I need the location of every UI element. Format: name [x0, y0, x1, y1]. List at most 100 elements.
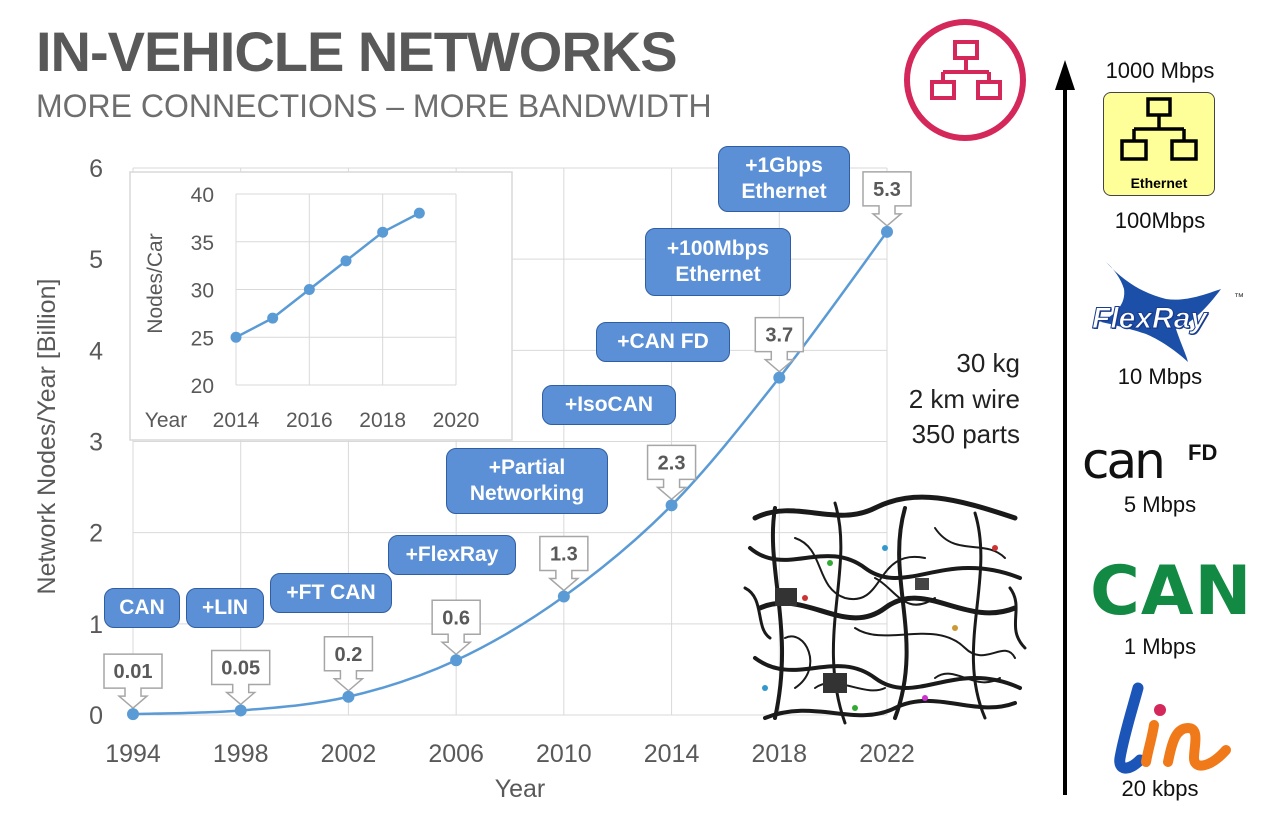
rate-10mbps: 10 Mbps	[1117, 364, 1203, 389]
annotation-can-fd-text: +CAN FD	[617, 329, 709, 353]
data-label: 5.3	[873, 179, 901, 201]
inset-data-point	[267, 312, 279, 324]
data-point	[450, 654, 463, 667]
value-callout	[431, 599, 481, 656]
x-tick-label: 1998	[213, 740, 269, 768]
ethernet-logo: Ethernet	[1103, 92, 1215, 196]
data-label: 0.01	[114, 661, 153, 683]
annotation-1gbps-line1: +1Gbps	[745, 153, 823, 177]
annotation-isocan: +IsoCAN	[542, 385, 676, 425]
flexray-manta-icon	[1101, 262, 1221, 362]
value-callout	[539, 535, 589, 592]
annotation-partial-line1: +Partial	[488, 455, 566, 479]
inset-data-point	[303, 284, 315, 295]
annotation-flexray: +FlexRay	[388, 535, 516, 575]
value-callout	[754, 316, 805, 373]
annotation-isocan-text: +IsoCAN	[564, 392, 654, 416]
annotation-100mbps-ethernet: +100Mbps Ethernet	[645, 228, 791, 296]
inset-data-point	[413, 207, 425, 219]
inset-data-point	[340, 255, 352, 267]
network-icon	[904, 19, 1026, 141]
y-tick-label: 0	[89, 702, 103, 730]
annotation-lin: +LIN	[186, 588, 264, 628]
annotation-can-fd: +CAN FD	[596, 322, 730, 362]
wiring-harness-image	[743, 494, 1027, 725]
inset-y-tick-label: 35	[191, 232, 214, 255]
data-point	[665, 499, 678, 512]
x-tick-label: 2002	[321, 740, 377, 768]
stat-parts: 350 parts	[911, 419, 1020, 450]
data-label: 0.2	[335, 644, 363, 666]
inset-x-tick-label: 2014	[213, 409, 260, 432]
value-callout	[210, 649, 271, 706]
annotation-lin-text: +LIN	[201, 595, 249, 619]
x-axis-title: Year	[495, 775, 546, 803]
annotation-partial-networking: +Partial Networking	[446, 448, 608, 514]
y-tick-label: 6	[89, 155, 103, 183]
inset-x-axis-title: Year	[145, 409, 187, 432]
annotation-100mbps-line1: +100Mbps	[666, 236, 770, 260]
y-tick-label: 3	[89, 429, 103, 457]
data-label: 1.3	[550, 543, 578, 565]
data-label: 0.6	[442, 607, 470, 629]
inset-data-point	[377, 226, 389, 238]
inset-y-tick-label: 20	[191, 375, 214, 398]
annotation-1gbps-ethernet: +1Gbps Ethernet	[718, 146, 850, 212]
rate-20kbps: 20 kbps	[1121, 776, 1199, 801]
data-label: 2.3	[658, 452, 686, 474]
data-label: 0.05	[221, 657, 260, 679]
y-tick-label: 1	[89, 611, 103, 639]
page-subtitle: MORE CONNECTIONS – MORE BANDWIDTH	[36, 88, 712, 124]
x-tick-label: 2014	[644, 740, 700, 768]
inset-x-tick-label: 2020	[433, 409, 480, 432]
canfd-logo-sup: FD	[1188, 440, 1218, 465]
can-logo: CAN	[1090, 552, 1253, 631]
y-tick-label: 4	[89, 337, 103, 365]
annotation-can-text: CAN	[119, 595, 165, 619]
value-callout	[323, 636, 374, 692]
x-tick-label: 2010	[536, 740, 592, 768]
rate-5mbps: 5 Mbps	[1123, 492, 1197, 517]
annotation-100mbps-line2: Ethernet	[675, 263, 761, 286]
ethernet-network-icon	[1120, 97, 1198, 161]
inset-chart-frame	[129, 171, 513, 441]
data-point	[127, 708, 139, 721]
data-point	[342, 690, 355, 703]
page-title: IN-VEHICLE NETWORKS	[36, 20, 678, 83]
x-tick-label: 2022	[859, 740, 915, 768]
inset-nodes-line	[235, 211, 420, 339]
stat-wire: 2 km wire	[908, 383, 1020, 414]
flexray-trademark: ™	[1234, 292, 1244, 303]
stat-weight: 30 kg	[956, 348, 1020, 378]
value-callout	[646, 444, 697, 501]
ethernet-logo-text: Ethernet	[1130, 175, 1188, 191]
x-tick-label: 2006	[428, 740, 484, 768]
data-point	[557, 590, 570, 603]
inset-y-tick-label: 40	[191, 184, 214, 207]
harness-stats: 30 kg 2 km wire 350 parts	[860, 346, 1020, 453]
annotation-ft-can: +FT CAN	[270, 573, 392, 613]
canfd-logo: can	[1082, 432, 1166, 490]
y-axis-title: Network Nodes/Year [Billion]	[33, 279, 61, 595]
flexray-logo: FlexRay	[1091, 302, 1208, 336]
x-tick-label: 2018	[751, 740, 807, 768]
value-callout	[862, 171, 912, 227]
annotation-ft-can-text: +FT CAN	[286, 580, 376, 604]
bandwidth-axis-arrow	[1055, 60, 1075, 795]
inset-y-axis-title: Nodes/Car	[144, 233, 167, 333]
annotation-1gbps-line2: Ethernet	[741, 180, 827, 203]
value-callout	[103, 653, 163, 710]
data-point	[773, 371, 786, 384]
y-tick-label: 5	[89, 246, 103, 274]
annotation-partial-line2: Networking	[469, 482, 585, 505]
rate-1mbps: 1 Mbps	[1123, 634, 1197, 659]
annotation-can: CAN	[104, 588, 180, 628]
rate-100mbps: 100Mbps	[1114, 208, 1206, 233]
inset-x-tick-label: 2018	[359, 409, 406, 432]
data-label: 3.7	[765, 325, 793, 347]
lin-logo-icon	[1114, 682, 1231, 774]
inset-x-tick-label: 2016	[286, 409, 333, 432]
data-point	[881, 225, 893, 238]
rate-1000mbps: 1000 Mbps	[1105, 58, 1215, 83]
